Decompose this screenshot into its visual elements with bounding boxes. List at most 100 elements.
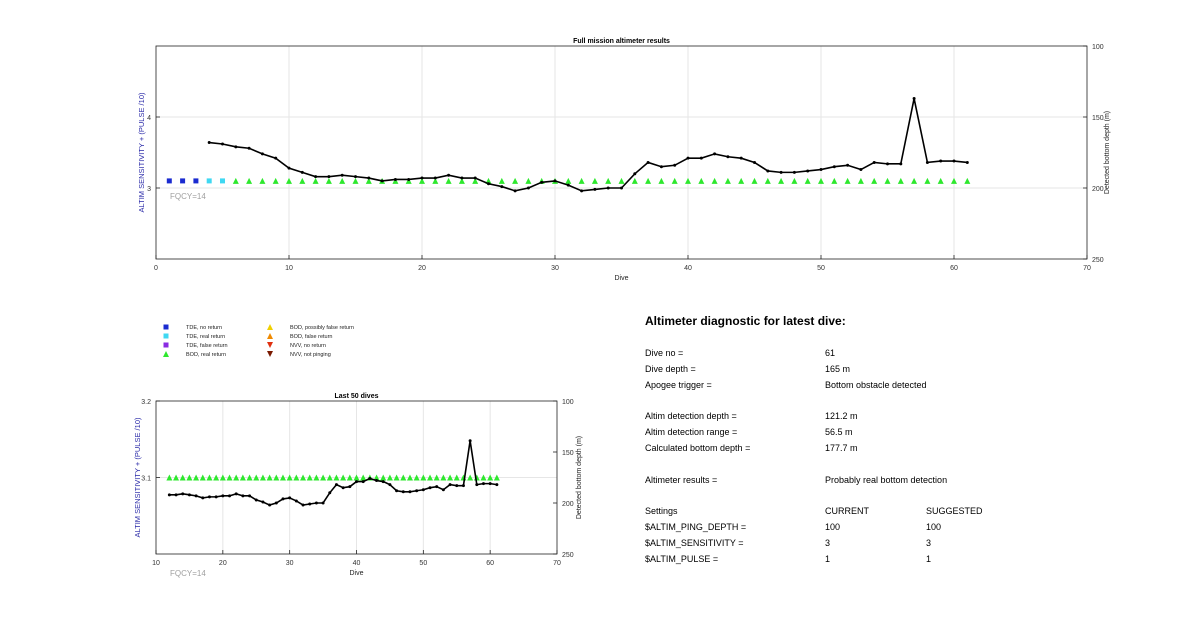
bod-marker: [631, 177, 638, 184]
diagnostic-label: Dive no =: [645, 348, 684, 358]
diagnostic-label: $ALTIM_PULSE =: [645, 554, 719, 564]
y-axis-label: ALTIM SENSITIVITY + (PULSE /10): [137, 92, 146, 212]
diagnostic-row: $ALTIM_SENSITIVITY = 3 3: [645, 538, 1145, 552]
y2-axis-label: Detected bottom depth (m): [1104, 111, 1111, 194]
depth-point: [428, 486, 432, 490]
depth-point: [460, 176, 464, 180]
depth-point: [174, 493, 178, 497]
x-tick-label: 30: [551, 265, 559, 272]
bod-marker: [565, 177, 572, 184]
depth-point: [899, 162, 903, 166]
depth-point: [201, 496, 205, 500]
diagnostic-value: 177.7 m: [825, 443, 858, 453]
bod-marker: [924, 177, 931, 184]
depth-point: [461, 484, 465, 488]
bod-marker: [246, 474, 253, 481]
depth-point: [301, 503, 305, 507]
depth-point: [925, 160, 929, 164]
diagnostic-title: Altimeter diagnostic for latest dive:: [645, 314, 846, 328]
bod-marker: [266, 474, 273, 481]
depth-point: [408, 490, 412, 494]
depth-point: [381, 480, 385, 484]
depth-point: [187, 493, 191, 497]
tde-marker: [180, 178, 186, 184]
bod-marker: [339, 177, 346, 184]
diagnostic-row: Altim detection range = 56.5 m: [645, 427, 1145, 441]
legend-label-2: TDE, real return: [186, 334, 225, 340]
depth-point: [952, 159, 956, 163]
bod-marker: [467, 474, 474, 481]
bod-marker: [232, 177, 239, 184]
legend-marker-2: [163, 333, 169, 339]
bod-marker: [299, 177, 306, 184]
depth-point: [475, 483, 479, 487]
y-tick-label: 4: [147, 115, 151, 122]
bod-marker: [884, 177, 891, 184]
y-axis-label: ALTIM SENSITIVITY + (PULSE /10): [133, 417, 142, 537]
chart-title: Full mission altimeter results: [573, 38, 670, 45]
depth-point: [526, 186, 530, 190]
bod-marker: [353, 474, 360, 481]
bod-marker: [365, 177, 372, 184]
bod-marker: [413, 474, 420, 481]
bod-marker: [273, 474, 280, 481]
depth-point: [308, 502, 312, 506]
bod-marker: [173, 474, 180, 481]
bod-marker: [239, 474, 246, 481]
bod-marker: [458, 177, 465, 184]
diagnostic-label: Settings: [645, 506, 678, 516]
bod-marker: [340, 474, 347, 481]
bod-marker: [259, 177, 266, 184]
x-tick-label: 50: [817, 265, 825, 272]
depth-point: [415, 489, 419, 493]
bod-marker: [400, 474, 407, 481]
x-tick-label: 60: [950, 265, 958, 272]
depth-point: [633, 172, 637, 176]
depth-point: [620, 186, 623, 190]
legend-label-1: TDE, no return: [186, 325, 222, 331]
y2-tick-label: 150: [1092, 115, 1104, 122]
bod-marker: [711, 177, 718, 184]
x-tick-label: 20: [418, 265, 426, 272]
diagnostic-suggested: 100: [926, 522, 942, 532]
depth-point: [420, 176, 424, 180]
depth-point: [580, 189, 584, 193]
depth-point: [281, 497, 285, 501]
depth-point: [939, 159, 943, 163]
legend-marker-8: [267, 351, 273, 357]
bod-marker: [525, 177, 532, 184]
x-tick-label: 50: [419, 560, 427, 567]
depth-point: [965, 160, 969, 164]
depth-point: [361, 480, 365, 484]
bod-marker: [453, 474, 460, 481]
depth-point: [194, 494, 198, 498]
bod-marker: [380, 474, 387, 481]
depth-point: [395, 489, 399, 493]
bod-marker: [300, 474, 307, 481]
y2-tick-label: 250: [1092, 257, 1104, 264]
depth-point: [886, 162, 889, 166]
depth-point: [753, 160, 756, 164]
bod-marker: [219, 474, 226, 481]
bod-marker: [911, 177, 918, 184]
depth-point: [553, 179, 557, 183]
depth-point: [566, 183, 570, 187]
x-axis-label: Dive: [614, 275, 628, 282]
depth-point: [247, 146, 251, 150]
depth-point: [274, 501, 278, 505]
diagnostic-row: Dive depth = 165 m: [645, 364, 1145, 378]
x-tick-label: 30: [286, 560, 294, 567]
diagnostic-row: Dive no = 61: [645, 348, 1145, 362]
depth-point: [274, 156, 278, 160]
legend-marker-7: [267, 342, 273, 348]
depth-point: [380, 179, 384, 183]
tde-marker: [193, 178, 199, 184]
bod-marker: [871, 177, 878, 184]
depth-point: [468, 439, 472, 443]
depth-point: [327, 175, 331, 179]
depth-point: [500, 185, 504, 189]
tde-marker: [166, 178, 172, 184]
x-tick-label: 10: [152, 560, 160, 567]
diagnostic-label: Apogee trigger =: [645, 380, 712, 390]
